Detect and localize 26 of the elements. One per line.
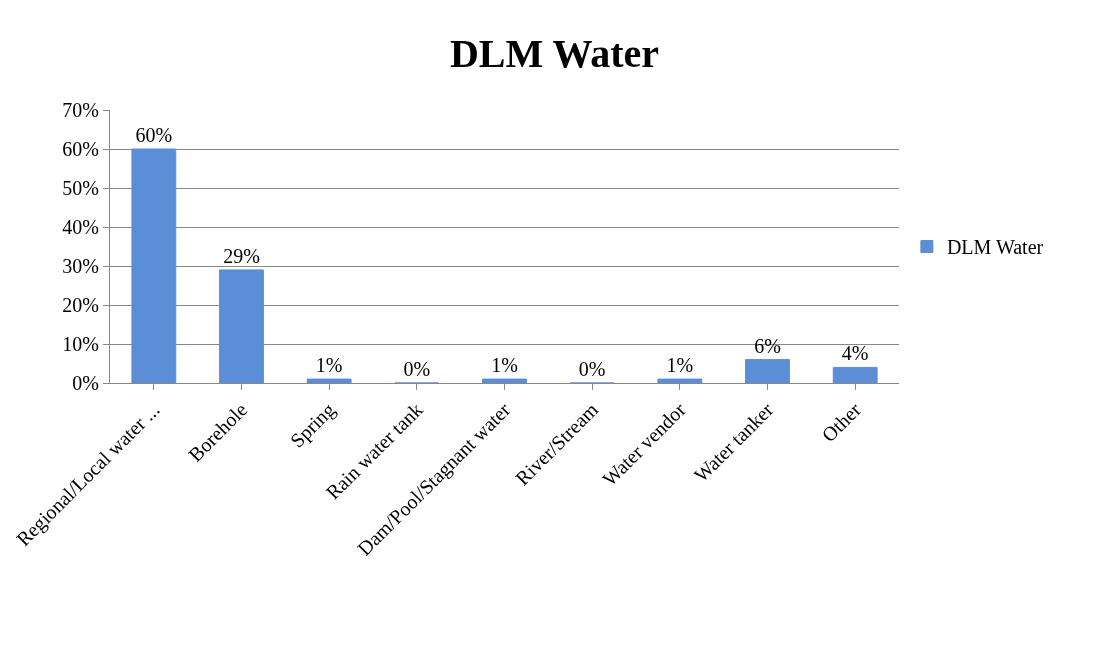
bar (482, 378, 527, 383)
y-tick-label: 0% (72, 372, 99, 394)
data-label: 1% (666, 354, 694, 377)
data-label: 1% (315, 354, 343, 377)
bar (832, 366, 878, 383)
y-tick-label: 50% (62, 177, 99, 199)
y-tick-label: 70% (62, 99, 99, 121)
data-label: 0% (403, 358, 431, 380)
y-tick-label: 40% (62, 216, 99, 238)
y-tick-label: 60% (62, 138, 99, 160)
data-label: 4% (841, 342, 869, 365)
bar (657, 378, 703, 383)
data-label: 1% (491, 354, 518, 377)
chart-title: DLM Water (449, 30, 660, 76)
bar (219, 269, 264, 383)
legend-label: DLM Water (946, 236, 1044, 259)
data-label: 29% (223, 244, 260, 267)
bar (745, 359, 790, 383)
data-label: 0% (578, 358, 606, 380)
bar (306, 378, 352, 383)
y-tick-label: 30% (62, 255, 99, 277)
data-label: 60% (135, 124, 173, 146)
y-tick-label: 20% (62, 294, 99, 316)
data-label: 6% (754, 334, 781, 357)
y-tick-label: 10% (62, 333, 99, 355)
bar (131, 148, 177, 383)
